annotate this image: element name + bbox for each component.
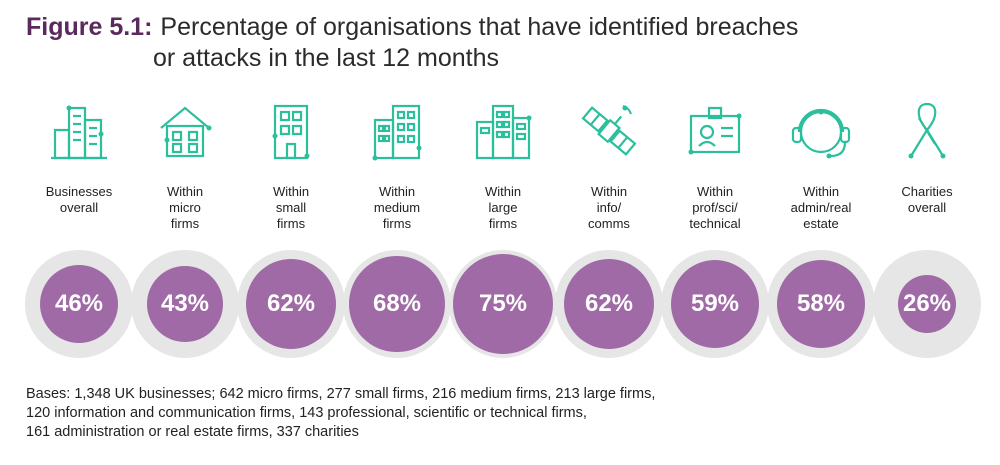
value-bubble: 59% [661,250,769,358]
bases-line-2: 120 information and communication firms,… [26,405,587,421]
value-label: 62% [266,290,316,317]
bubble-disc [349,256,445,352]
value-label: 68% [372,290,422,317]
bases-line-3: 161 administration or real estate firms,… [26,424,359,440]
bubble-disc [777,260,865,348]
value-bubble: 62% [237,250,345,358]
value-label: 43% [160,290,210,317]
category-label: Within info/ comms [588,184,630,231]
figure-title: Figure 5.1: Percentage of organisations t… [26,12,986,72]
column-admin-real-estate: Within admin/real estate 58% [767,100,875,370]
value-label: 75% [478,290,528,317]
value-bubble: 68% [343,250,451,358]
chart-area: Businesses overall 46% Within micro firm… [25,100,986,370]
medium-building-icon [372,104,422,161]
column-micro-firms: Within micro firms 43% [131,100,239,370]
value-label: 59% [690,290,740,317]
column-charities-overall: Charities overall 26% [873,100,981,370]
category-label: Charities overall [901,184,953,215]
value-label: 26% [902,290,952,317]
bubble-disc [147,266,223,342]
column-small-firms: Within small firms 62% [237,100,345,370]
column-prof-sci-technical: Within prof/sci/ technical 59% [661,100,769,370]
house-icon [160,106,212,158]
value-bubble: 58% [767,250,875,358]
bubble-disc [670,259,760,349]
category-label: Within medium firms [373,184,421,231]
category-label: Within micro firms [166,184,204,231]
value-bubble: 26% [873,250,981,358]
bubble-disc [245,258,337,350]
value-label: 58% [796,290,846,317]
satellite-icon [581,105,637,156]
category-label: Within prof/sci/ technical [689,184,741,231]
value-bubble: 46% [25,250,133,358]
city-buildings-icon [51,105,107,160]
id-badge-icon [688,106,742,155]
category-label: Within admin/real estate [790,184,852,231]
value-bubble: 62% [555,250,663,358]
bubble-disc [563,258,655,350]
bases-note: Bases: 1,348 UK businesses; 642 micro fi… [26,385,986,442]
category-label: Within small firms [272,184,310,231]
figure-number: Figure 5.1: [26,13,153,41]
bubble-disc [897,274,957,334]
column-businesses-overall: Businesses overall 46% [25,100,133,370]
small-building-icon [272,104,310,160]
column-medium-firms: Within medium firms 68% [343,100,451,370]
headset-icon [791,108,851,159]
bubble-disc [453,254,553,354]
title-line-1: Percentage of organisations that have id… [160,13,799,41]
large-building-icon [475,104,532,160]
value-label: 46% [54,290,104,317]
value-bubble: 75% [449,250,557,358]
category-label: Businesses overall [45,184,113,215]
bubble-disc [39,264,119,344]
category-label: Within large firms [484,184,522,231]
bases-line-1: Bases: 1,348 UK businesses; 642 micro fi… [26,386,656,402]
ribbon-icon [908,102,946,159]
column-large-firms: Within large firms 75% [449,100,557,370]
column-info-comms: Within info/ comms 62% [555,100,663,370]
value-bubble: 43% [131,250,239,358]
title-line-2: or attacks in the last 12 months [153,44,500,72]
value-label: 62% [584,290,634,317]
